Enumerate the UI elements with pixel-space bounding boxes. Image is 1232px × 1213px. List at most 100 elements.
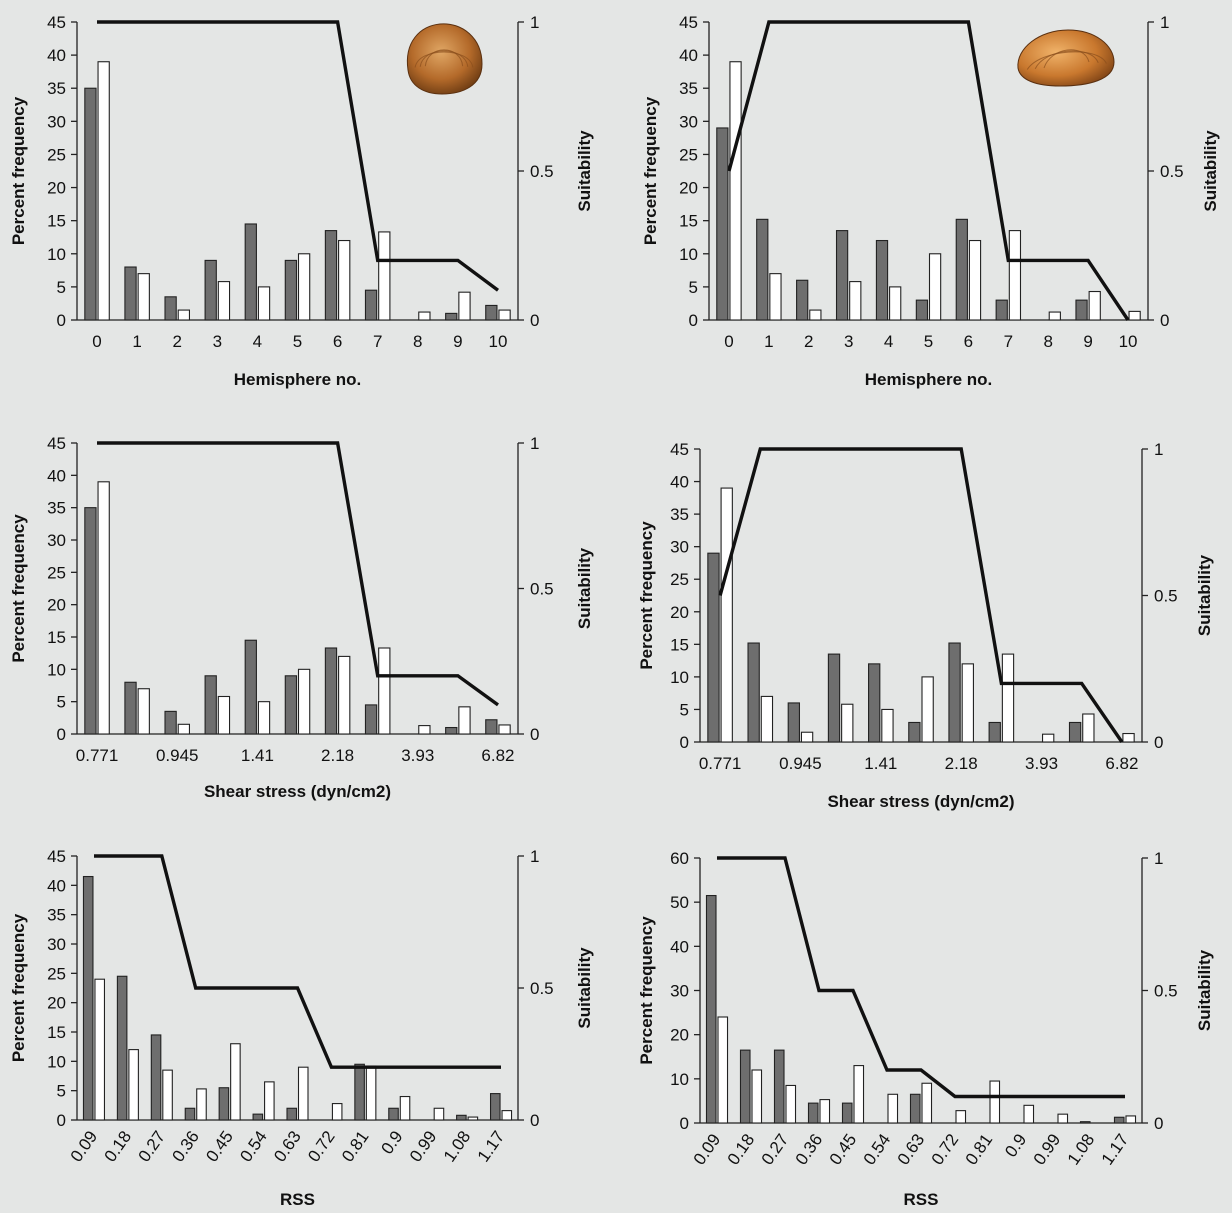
mussel-shell-body [1017, 29, 1115, 87]
y-tick-label: 5 [57, 278, 66, 297]
suitability-line [727, 20, 1130, 321]
y-tick-label: 20 [670, 1026, 689, 1045]
bar-filled [184, 1107, 196, 1121]
bar-open [217, 695, 231, 735]
y2-axis-title: Suitability [1195, 554, 1214, 636]
y-tick-label: 10 [670, 668, 689, 687]
bar-open [955, 1110, 967, 1124]
x-tick-label: 8 [413, 332, 422, 351]
bar-filled [284, 259, 298, 321]
y-tick-label: 15 [47, 628, 66, 647]
x-tick-label: 0.63 [270, 1127, 305, 1165]
y-tick-label: 0 [680, 1114, 689, 1133]
bar-open [961, 663, 974, 743]
bar-filled [915, 299, 929, 321]
x-tick-label: 0.771 [76, 746, 119, 765]
bar-filled [1113, 1116, 1125, 1124]
bar-open [1082, 713, 1095, 743]
y-tick-label: 0 [680, 733, 689, 752]
y-tick-label: 0 [57, 725, 66, 744]
y2-tick-label: 0.5 [1160, 162, 1184, 181]
y-tick-label: 5 [680, 700, 689, 719]
y2-tick-label: 0 [1154, 1114, 1163, 1133]
suitability-line [717, 856, 1125, 1099]
bar-open [751, 1069, 763, 1124]
y-tick-label: 25 [679, 145, 698, 164]
y-tick-label: 40 [47, 466, 66, 485]
x-tick-label: 2 [172, 332, 181, 351]
bar-open [433, 1107, 445, 1121]
bar-filled [1075, 299, 1088, 321]
y2-tick-label: 0 [530, 311, 539, 330]
x-tick-label: 3 [213, 332, 222, 351]
mussel-shell-ridge [1026, 51, 1107, 70]
bar-open [137, 273, 150, 321]
mussel-shell-icon [1017, 29, 1115, 87]
x-tick-label: 0.81 [962, 1130, 997, 1168]
y-tick-label: 5 [689, 278, 698, 297]
x-tick-label: 0.72 [928, 1130, 963, 1168]
bar-filled [124, 266, 137, 321]
y-tick-label: 30 [670, 982, 689, 1001]
bar-filled [445, 312, 458, 321]
bar-open [1041, 733, 1055, 743]
y-axis-title: Percent frequency [641, 96, 660, 245]
y-tick-label: 20 [670, 603, 689, 622]
bar-open [841, 703, 854, 743]
bar-open [785, 1084, 797, 1124]
y-tick-label: 35 [47, 79, 66, 98]
x-tick-label: 7 [373, 332, 382, 351]
y2-tick-label: 1 [1154, 849, 1163, 868]
y2-tick-label: 0.5 [1154, 587, 1178, 606]
y2-tick-label: 1 [530, 434, 539, 453]
chart-panel-middle-left: 0 5 10 15 20 25 30 35 40 45 0 0.5 1 0.771 0.945 1.41 2.1… [9, 434, 594, 801]
bar-open [800, 731, 814, 743]
bar-open [1023, 1104, 1035, 1124]
x-tick-label: 0 [724, 332, 733, 351]
y-tick-label: 30 [47, 935, 66, 954]
x-tick-label: 0.09 [67, 1127, 102, 1165]
bar-filled [807, 1102, 819, 1124]
x-axis-title: RSS [280, 1190, 315, 1209]
y-tick-label: 0 [57, 311, 66, 330]
bar-open [1048, 311, 1061, 321]
suitability-line [94, 854, 501, 1069]
bar-open [338, 655, 351, 735]
y-tick-label: 10 [47, 245, 66, 264]
suitability-line [718, 447, 1124, 743]
x-tick-label: 0.945 [156, 746, 199, 765]
bar-open [257, 286, 271, 321]
bar-filled [324, 647, 338, 735]
y-tick-label: 10 [670, 1070, 689, 1089]
x-tick-label: 6 [964, 332, 973, 351]
bar-open [297, 253, 311, 321]
bar-filled [841, 1102, 853, 1124]
y-tick-label: 30 [47, 112, 66, 131]
bar-filled [485, 304, 498, 321]
bar-open [378, 231, 391, 321]
bar-open [217, 281, 231, 321]
bar-filled [1079, 1121, 1091, 1124]
x-tick-label: 6.82 [1105, 754, 1138, 773]
y2-tick-label: 1 [1160, 13, 1169, 32]
bar-open [177, 723, 191, 735]
bar-open [264, 1081, 275, 1121]
bar-open [257, 701, 271, 735]
y2-tick-label: 0.5 [1154, 982, 1178, 1001]
bar-filled [218, 1087, 230, 1121]
x-axis-title: Hemisphere no. [865, 370, 993, 389]
x-axis-title: RSS [904, 1190, 939, 1209]
bar-open [1001, 653, 1015, 743]
bar-filled [204, 675, 217, 735]
y-axis-title: Percent frequency [9, 96, 28, 245]
bar-filled [489, 1093, 501, 1121]
x-axis-title: Shear stress (dyn/cm2) [827, 792, 1014, 811]
bar-open [94, 978, 106, 1121]
x-tick-label: 0.54 [236, 1127, 271, 1165]
bar-filled [756, 218, 769, 321]
y-axis-title: Percent frequency [637, 521, 656, 670]
x-tick-label: 0.54 [860, 1130, 895, 1168]
bar-filled [875, 239, 889, 321]
bar-filled [988, 721, 1001, 743]
